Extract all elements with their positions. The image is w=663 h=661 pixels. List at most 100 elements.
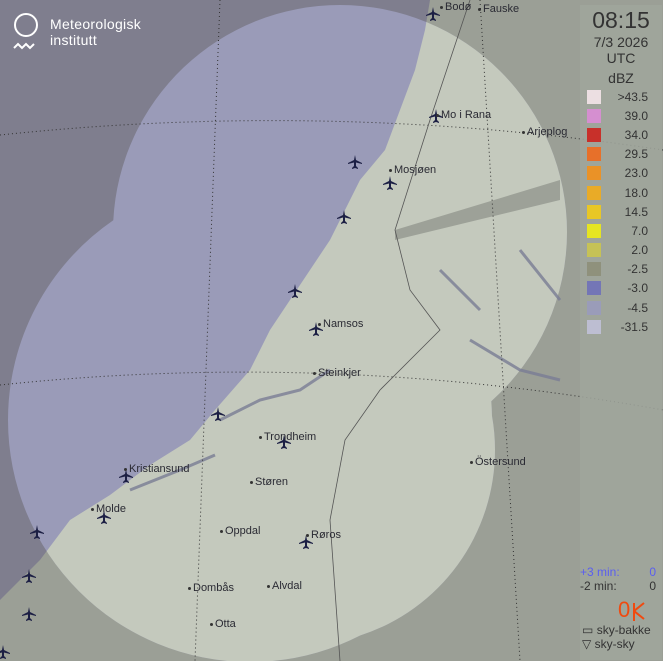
legend-item: -31.5 — [580, 317, 662, 336]
airport-icon — [309, 322, 323, 336]
airport-icon — [348, 155, 362, 169]
legend-value: -31.5 — [620, 319, 648, 334]
city-name: Mo i Rana — [441, 109, 492, 121]
city-dot — [124, 467, 127, 471]
airport-icon — [337, 210, 351, 224]
city-dot — [389, 168, 392, 172]
city-label: Kristiansund — [124, 463, 190, 475]
airport-icon — [211, 407, 225, 421]
cloud-label: sky-sky — [594, 637, 635, 651]
legend-item: -2.5 — [580, 260, 662, 279]
borders — [329, 0, 471, 661]
city-name: Kristiansund — [129, 463, 190, 475]
legend-value: -3.0 — [627, 281, 648, 296]
legend-value: 18.0 — [624, 185, 648, 200]
cloud-lightning-icon: ▽ — [582, 637, 592, 651]
legend-item: 29.5 — [580, 145, 662, 164]
legend-swatch — [587, 319, 601, 334]
city-name: Arjeplog — [527, 126, 568, 138]
city-dot — [306, 533, 309, 537]
city-label: Alvdal — [267, 580, 302, 592]
legend-value: >43.5 — [617, 89, 648, 104]
legend-swatch — [587, 185, 601, 200]
city-label: Mosjøen — [389, 164, 436, 176]
city-label: Molde — [91, 503, 126, 515]
legend-item: 7.0 — [580, 221, 662, 240]
city-dot — [478, 7, 481, 11]
city-dot — [220, 529, 223, 533]
city-label: Bodø — [440, 1, 471, 13]
city-name: Namsos — [323, 318, 364, 330]
plus3-value: 0 — [649, 565, 656, 579]
legend-swatch — [587, 204, 601, 219]
minus2-value: 0 — [649, 579, 656, 593]
city-dot — [267, 584, 270, 588]
legend-value: -2.5 — [627, 262, 648, 277]
logo-text: Meteorologisk — [50, 16, 142, 32]
legend-value: 14.5 — [624, 204, 648, 219]
airport-icon — [426, 7, 440, 21]
city-label: Støren — [250, 476, 288, 488]
legend-item: 34.0 — [580, 125, 662, 144]
legend-value: 7.0 — [631, 223, 648, 238]
legend-item: 18.0 — [580, 183, 662, 202]
met-logo-icon — [13, 13, 38, 50]
legend-item: 2.0 — [580, 241, 662, 260]
met-logo: Meteorologisk institutt — [12, 12, 141, 52]
city-name: Östersund — [475, 456, 526, 468]
legend-value: 34.0 — [624, 127, 648, 142]
airport-icon — [97, 510, 111, 524]
legend-item: 39.0 — [580, 106, 662, 125]
airport-icon — [0, 645, 10, 659]
airport-icon — [22, 607, 36, 621]
lightning-total: 0 — [618, 597, 631, 622]
legend-value: -4.5 — [627, 300, 648, 315]
airport-icon — [22, 569, 36, 583]
plus3-label: +3 min: — [580, 565, 620, 579]
legend-swatch — [587, 166, 601, 181]
city-name: Trondheim — [264, 431, 317, 443]
legend-item: -4.5 — [580, 298, 662, 317]
city-dot — [436, 113, 439, 117]
legend-item: -3.0 — [580, 279, 662, 298]
city-label: Arjeplog — [522, 126, 567, 138]
city-name: Molde — [96, 503, 126, 515]
city-name: Steinkjer — [318, 367, 361, 379]
city-dot — [188, 586, 191, 590]
timezone: UTC — [606, 50, 636, 66]
lightning-icon — [633, 602, 645, 621]
city-dot — [250, 480, 253, 484]
city-label: Östersund — [470, 456, 526, 468]
legend-swatch — [587, 300, 601, 315]
legend-value: 2.0 — [631, 243, 648, 258]
legend-swatch — [587, 127, 601, 142]
legend-value: 23.0 — [624, 166, 648, 181]
city-name: Otta — [215, 618, 236, 630]
city-label: Namsos — [318, 318, 363, 330]
city-name: Bodø — [445, 1, 472, 13]
airport-icon — [119, 469, 133, 483]
city-label: Otta — [210, 618, 236, 630]
city-label: Steinkjer — [313, 367, 361, 379]
city-dot — [470, 460, 473, 464]
city-dot — [313, 371, 316, 375]
city-dot — [440, 5, 443, 9]
city-dot — [318, 322, 321, 326]
city-dot — [91, 507, 94, 511]
city-dot — [210, 622, 213, 626]
legend-item: 23.0 — [580, 164, 662, 183]
city-dot — [259, 435, 262, 439]
legend-swatch — [587, 147, 601, 162]
city-name: Alvdal — [272, 580, 302, 592]
airport-icon — [288, 284, 302, 298]
minus2-label: -2 min: — [580, 579, 617, 593]
legend-swatch — [587, 243, 601, 258]
unit: dBZ — [608, 70, 634, 86]
airport-icon — [299, 535, 313, 549]
color-legend: >43.5 39.0 34.0 29.5 23.0 18.0 14.5 7.0 2.0 -2.5 -… — [580, 87, 662, 336]
date: 7/3 2026 — [593, 34, 649, 50]
city-name: Støren — [255, 476, 289, 488]
airport-icon — [30, 525, 44, 539]
city-label: Mo i Rana — [436, 109, 491, 121]
